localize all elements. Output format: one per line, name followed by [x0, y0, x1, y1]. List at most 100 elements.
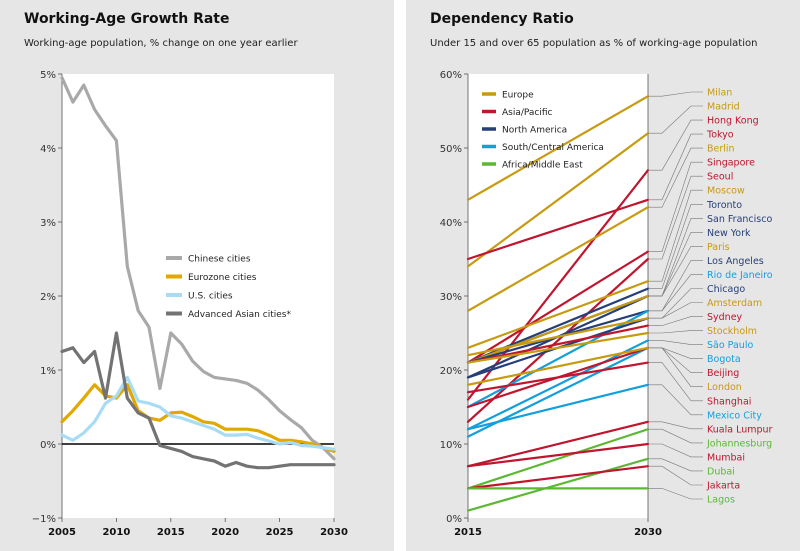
city-label: Sydney: [707, 312, 743, 323]
leader-line: [648, 232, 703, 297]
leader-line: [648, 302, 703, 319]
legend-label: Chinese cities: [188, 255, 251, 265]
leader-line: [648, 340, 703, 345]
growth-rate-panel: Working-Age Growth Rate Working-age popu…: [0, 0, 394, 551]
leader-line: [648, 161, 703, 252]
leader-line: [648, 362, 703, 402]
y-tick-label: 20%: [440, 366, 462, 377]
legend-label: Asia/Pacific: [502, 108, 553, 118]
y-tick-label: 3%: [40, 218, 56, 229]
series-line: [466, 198, 650, 261]
city-label: Singapore: [707, 158, 755, 169]
series-line: [466, 428, 650, 490]
series-line: [466, 95, 650, 201]
city-label: Jakarta: [706, 480, 740, 491]
leader-line: [648, 105, 703, 134]
leader-line: [648, 204, 703, 289]
y-tick-label: 0%: [446, 514, 462, 525]
city-label: Rio de Janeiro: [707, 270, 773, 281]
city-label: Lagos: [707, 495, 735, 506]
x-tick-label: 2015: [157, 527, 185, 538]
city-label: Chicago: [707, 284, 745, 295]
city-label: Mumbai: [707, 452, 745, 463]
city-label: Madrid: [707, 102, 740, 113]
series-line: [466, 169, 650, 401]
series-line: [466, 257, 650, 423]
series-line: [466, 465, 650, 490]
series-line: [466, 250, 650, 364]
leader-line: [648, 428, 703, 444]
x-tick-label: 2005: [48, 527, 76, 538]
leader-line: [648, 147, 703, 208]
leader-line: [648, 189, 703, 282]
leader-line: [648, 260, 703, 312]
series-line: [466, 346, 650, 386]
series-line: [466, 361, 650, 394]
y-tick-label: 0%: [40, 440, 56, 451]
dependency-ratio-chart: 60% 50% 40% 30% 20% 10% 0% 2015 2030 Milan Madrid H…: [440, 70, 773, 538]
legend-label: Eurozone cities: [188, 273, 257, 283]
series-line: [60, 76, 336, 461]
y-tick-label: 10%: [440, 440, 462, 451]
series-line: [466, 309, 650, 409]
city-label: Beijing: [707, 368, 739, 379]
y-tick-label: 4%: [40, 144, 56, 155]
series-line: [466, 457, 650, 512]
leader-line: [648, 330, 703, 334]
city-label: Bogota: [707, 354, 741, 365]
city-label: Amsterdam: [707, 298, 762, 309]
leader-line: [648, 347, 703, 374]
y-tick-label: 1%: [40, 366, 56, 377]
y-tick-label: −1%: [32, 514, 56, 525]
dependency-ratio-panel: Dependency Ratio Under 15 and over 65 po…: [406, 0, 800, 551]
series-line: [466, 294, 650, 364]
city-label: Dubai: [707, 466, 735, 477]
leader-line: [648, 316, 703, 326]
leader-line: [648, 458, 703, 472]
leader-line: [648, 175, 703, 260]
city-label: Berlin: [707, 144, 735, 155]
city-label: Kuala Lumpur: [707, 424, 773, 435]
legend-label: North America: [502, 126, 567, 136]
series-line: [466, 331, 650, 364]
leader-line: [648, 488, 703, 500]
series-line: [466, 339, 650, 431]
leader-line: [648, 443, 703, 458]
leader-line: [648, 246, 703, 297]
x-tick-label: 2025: [266, 527, 294, 538]
series-line: [466, 317, 650, 357]
city-label: Hong Kong: [707, 116, 759, 127]
series-line: [60, 375, 336, 451]
y-tick-label: 30%: [440, 292, 462, 303]
growth-rate-chart: 5% 4% 3% 2% 1% 0% −1% 2005 2010 2015 2020 2025 2030 C…: [32, 70, 348, 538]
city-label: Shanghai: [707, 396, 751, 407]
series-line: [466, 383, 650, 431]
y-tick-label: 5%: [40, 70, 56, 81]
city-label: Milan: [707, 88, 732, 99]
leader-line: [648, 119, 703, 171]
leader-line: [648, 218, 703, 297]
x-tick-label: 2020: [211, 527, 239, 538]
x-tick-label: 2015: [454, 527, 482, 538]
city-label: Paris: [707, 242, 730, 253]
y-tick-label: 50%: [440, 144, 462, 155]
city-label: Los Angeles: [707, 256, 764, 267]
city-label: San Francisco: [707, 214, 772, 225]
leader-line: [648, 133, 703, 201]
leader-line: [648, 465, 703, 486]
series-line: [466, 420, 650, 468]
leader-line: [648, 274, 703, 312]
legend-label: Advanced Asian cities*: [188, 310, 291, 320]
chart-subtitle: Working-age population, % change on one …: [24, 38, 298, 49]
leader-line: [648, 288, 703, 319]
chart-subtitle: Under 15 and over 65 population as % of …: [430, 38, 758, 49]
x-tick-label: 2010: [102, 527, 130, 538]
series-line: [466, 280, 650, 349]
leader-line: [648, 347, 703, 388]
city-label: Seoul: [707, 172, 733, 183]
chart-title: Working-Age Growth Rate: [24, 11, 230, 27]
chart-title: Dependency Ratio: [430, 11, 574, 27]
city-label: Tokyo: [706, 130, 734, 141]
series-line: [466, 287, 650, 364]
city-label: Toronto: [706, 200, 742, 211]
